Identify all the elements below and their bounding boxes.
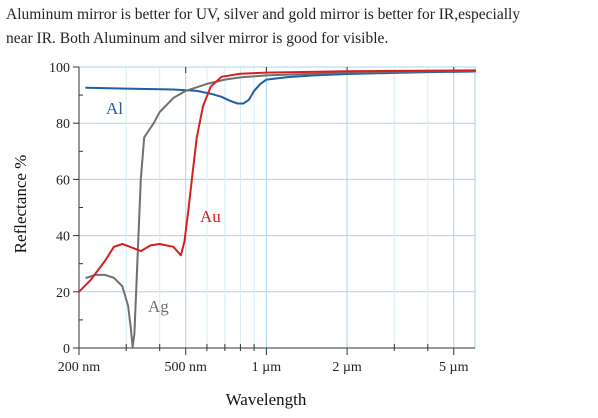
x-axis-title: Wavelength [226, 390, 307, 409]
y-tick-label: 0 [63, 342, 70, 357]
y-tick-label: 80 [56, 117, 70, 132]
x-tick-label: 5 µm [439, 360, 469, 375]
y-axis-title: Reflectance % [11, 155, 30, 254]
series-lines [78, 69, 476, 348]
y-tick-label: 20 [56, 286, 70, 301]
y-tick-label: 40 [56, 230, 70, 245]
x-tick-label: 1 µm [252, 360, 282, 375]
series-label-au: Au [200, 207, 221, 226]
series-line-al [85, 70, 476, 105]
series-line-au [78, 69, 476, 293]
series-line-ag [85, 69, 476, 348]
caption-line-1: Aluminum mirror is better for UV, silver… [6, 6, 521, 23]
grid [78, 66, 476, 349]
tick-marks [73, 66, 475, 355]
y-tick-label: 60 [56, 173, 70, 188]
series-label-ag: Ag [148, 297, 169, 316]
caption-line-2: near IR. Both Aluminum and silver mirror… [6, 30, 389, 47]
series-label-al: Al [106, 99, 123, 118]
y-tick-label: 100 [49, 61, 70, 76]
tick-labels: 0 20 40 60 80 100 200 nm 500 nm 1 µm 2 µm 5 µm [49, 61, 469, 375]
x-tick-label: 200 nm [58, 360, 101, 375]
plot-frame [78, 66, 476, 349]
caption: Aluminum mirror is better for UV, silver… [6, 3, 594, 51]
x-tick-label: 500 nm [164, 360, 207, 375]
x-tick-label: 2 µm [332, 360, 362, 375]
